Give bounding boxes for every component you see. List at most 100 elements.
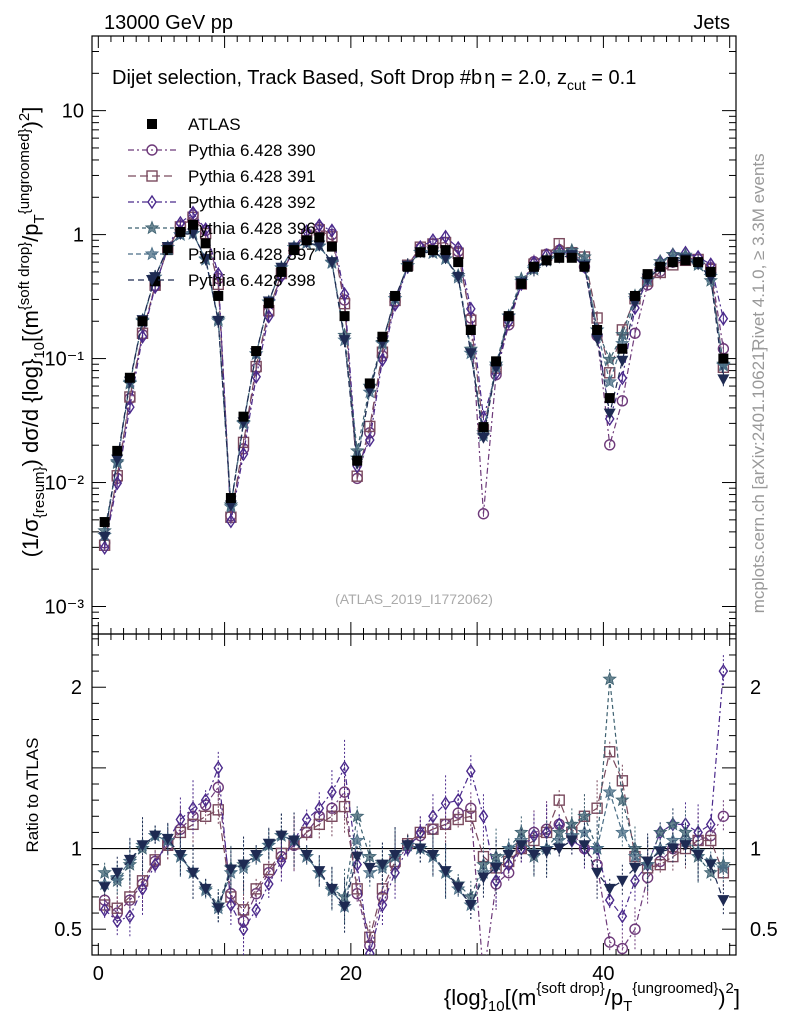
ratio-point-p398 <box>578 840 591 852</box>
point-p392 <box>440 229 451 245</box>
atlas-point <box>528 261 539 272</box>
ratio-point-p392 <box>175 812 186 827</box>
mcplots-watermark: mcplots.cern.ch [arXiv:2401.10621] <box>749 347 768 613</box>
point-p396 <box>602 351 617 366</box>
legend-label: ATLAS <box>188 115 241 134</box>
point-p398 <box>452 271 465 283</box>
ratio-point-p398 <box>174 849 187 861</box>
atlas-point <box>503 311 514 322</box>
y-tick-label-main: 10⁻³ <box>45 596 85 618</box>
ratio-line-p397 <box>104 789 724 910</box>
series-line-p392 <box>104 211 724 548</box>
ratio-point-p391 <box>250 883 262 895</box>
ratio-point-p398 <box>389 849 402 861</box>
atlas-point <box>655 261 666 272</box>
point-p397 <box>602 374 617 389</box>
point-p398 <box>603 408 616 420</box>
ratio-point-p392 <box>327 784 337 800</box>
ratio-point-p398 <box>275 830 288 842</box>
ratio-line-p392 <box>104 671 724 954</box>
ratio-point-p398 <box>553 843 566 855</box>
legend-label: Pythia 6.428 397 <box>188 245 316 264</box>
point-p392 <box>630 300 640 316</box>
ratio-point-p398 <box>111 867 124 879</box>
ratio-plot-frame <box>91 633 737 956</box>
ratio-point-p397 <box>716 860 731 875</box>
ratio-point-p392 <box>428 809 438 824</box>
ratio-point-p391 <box>199 810 212 822</box>
ratio-point-p396 <box>653 824 668 839</box>
rivet-watermark: Rivet 4.1.0, ≥ 3.3M events <box>749 153 768 350</box>
y-tick-label-ratio: 0.5 <box>54 919 82 941</box>
ratio-point-p392 <box>125 909 135 924</box>
legend-label: Pythia 6.428 392 <box>188 193 316 212</box>
ratio-point-p392 <box>604 892 615 908</box>
point-p398 <box>187 228 200 240</box>
ratio-point-p398 <box>351 851 364 863</box>
ratio-point-p391 <box>212 804 224 816</box>
atlas-point <box>705 266 716 277</box>
ratio-point-p398 <box>149 830 162 842</box>
atlas-point <box>390 290 401 301</box>
ratio-point-p398 <box>527 849 540 861</box>
ratio-point-p398 <box>136 840 149 852</box>
ratio-point-p398 <box>250 849 263 861</box>
x-tick-label: 0 <box>93 963 104 985</box>
y-tick-label-ratio-right: 1 <box>750 839 761 861</box>
ratio-point-p392 <box>364 946 375 955</box>
ratio-point-p397 <box>602 784 617 799</box>
ratio-point-p398 <box>325 883 338 895</box>
atlas-point <box>188 219 199 230</box>
point-p392 <box>238 446 249 462</box>
point-p390 <box>616 395 629 407</box>
legend-marker <box>146 275 158 286</box>
atlas-point <box>213 290 224 301</box>
point-p398 <box>111 454 124 466</box>
atlas-point <box>427 245 438 256</box>
ratio-point-p398 <box>288 835 301 847</box>
ratio-point-p398 <box>515 840 528 852</box>
main-y-axis-label: (1/σ{resum}) dσ/d {log}10[(m{soft drop}/… <box>16 107 48 558</box>
ratio-point-p390 <box>629 923 641 935</box>
ratio-point-p392 <box>238 921 249 937</box>
legend-label: Pythia 6.428 398 <box>188 271 316 290</box>
atlas-point <box>465 324 476 335</box>
ratio-point-p391 <box>604 746 616 758</box>
legend-label: Pythia 6.428 396 <box>188 219 316 238</box>
ratio-point-p391 <box>705 834 717 847</box>
ratio-point-p397 <box>589 840 605 855</box>
ratio-point-p398 <box>490 862 503 874</box>
ratio-point-p398 <box>300 849 313 861</box>
point-p392 <box>377 352 388 368</box>
point-p392 <box>251 369 261 385</box>
point-p398 <box>464 348 477 360</box>
ratio-point-p392 <box>200 792 211 808</box>
point-p392 <box>604 411 615 427</box>
ratio-point-p398 <box>161 833 174 845</box>
chart-title: Dijet selection, Track Based, Soft Drop … <box>112 67 636 93</box>
main-series-layer <box>97 205 731 556</box>
atlas-point <box>263 298 274 309</box>
atlas-point <box>453 257 464 268</box>
y-tick-label-ratio: 1 <box>71 839 82 861</box>
atlas-point <box>289 245 300 256</box>
point-p392 <box>200 221 211 237</box>
ratio-point-p398 <box>123 854 136 866</box>
ratio-point-p396 <box>615 792 630 807</box>
ratio-point-p392 <box>339 760 350 776</box>
atlas-point <box>225 493 236 504</box>
ratio-point-p392 <box>705 817 716 832</box>
ratio-point-p398 <box>603 883 616 895</box>
ratio-point-p391 <box>591 802 603 814</box>
atlas-point <box>314 232 325 243</box>
ratio-point-p397 <box>349 832 365 847</box>
ratio-point-p392 <box>276 854 287 869</box>
point-p392 <box>339 287 350 302</box>
point-p392 <box>314 218 325 233</box>
legend-marker <box>147 119 157 129</box>
atlas-point <box>364 378 375 389</box>
ratio-point-p398 <box>591 867 604 879</box>
atlas-point <box>693 257 704 268</box>
atlas-point <box>200 238 211 249</box>
atlas-point <box>112 445 123 456</box>
